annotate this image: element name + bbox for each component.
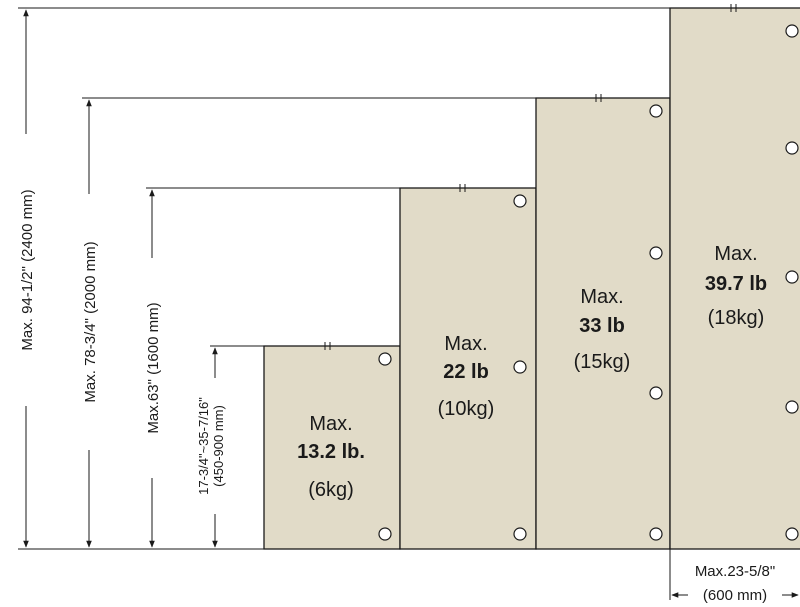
dim-label-900-line2: (450-900 mm) bbox=[211, 405, 226, 487]
shelf-3-metric: (15kg) bbox=[574, 351, 631, 373]
dim-label-2000: Max. 78-3/4" (2000 mm) bbox=[82, 241, 99, 402]
shelf-4-weight: 39.7 lb bbox=[705, 273, 767, 295]
dim-label-2400: Max. 94-1/2" (2400 mm) bbox=[19, 189, 36, 350]
shelf-2-weight: 22 lb bbox=[443, 361, 489, 383]
shelf-4-metric: (18kg) bbox=[708, 307, 765, 329]
shelf-1-metric: (6kg) bbox=[308, 479, 354, 501]
shelf-2-metric: (10kg) bbox=[438, 398, 495, 420]
width-label-line2: (600 mm) bbox=[703, 587, 767, 604]
shelf-panel-3 bbox=[535, 94, 671, 550]
shelf-1-max-label: Max. bbox=[309, 413, 352, 435]
shelf-panel-1 bbox=[263, 342, 401, 550]
shelf-3-max-label: Max. bbox=[580, 286, 623, 308]
shelf-1-weight: 13.2 lb. bbox=[297, 441, 365, 463]
shelf-3-weight: 33 lb bbox=[579, 315, 625, 337]
shelf-4-max-label: Max. bbox=[714, 243, 757, 265]
dim-label-1600: Max.63" (1600 mm) bbox=[145, 302, 162, 433]
width-label-line1: Max.23-5/8" bbox=[695, 563, 775, 580]
shelf-panel-4 bbox=[669, 4, 800, 550]
dim-label-900-line1: 17-3/4"~35-7/16" bbox=[196, 397, 211, 495]
shelf-panel-2 bbox=[399, 184, 537, 550]
shelf-2-max-label: Max. bbox=[444, 333, 487, 355]
